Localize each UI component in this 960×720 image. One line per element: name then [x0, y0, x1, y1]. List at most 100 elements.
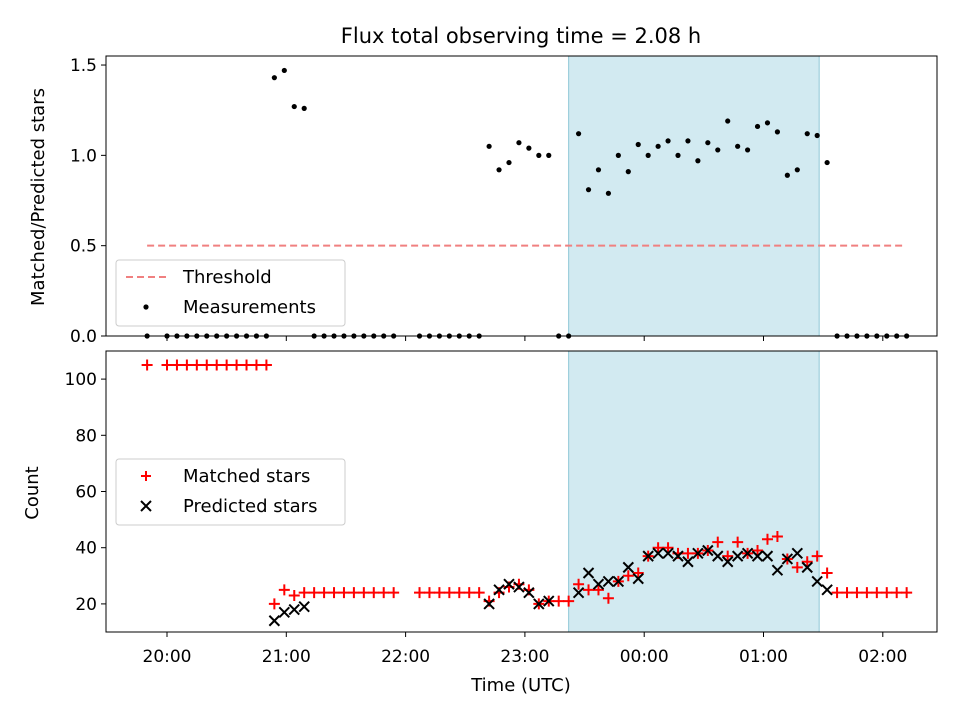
predicted-star-point	[632, 572, 644, 585]
measurement-point	[301, 105, 307, 111]
matched-star-point	[662, 542, 674, 554]
measurement-point	[735, 143, 741, 149]
predicted-star-point	[771, 564, 784, 576]
matched-star-point	[231, 359, 243, 371]
measurement-point	[625, 169, 631, 175]
matched-star-point	[328, 587, 340, 599]
matched-stars-legend-swatch	[141, 471, 151, 481]
matched-star-point	[201, 359, 213, 371]
matched-star-point	[682, 547, 694, 559]
predicted-star-point	[503, 578, 515, 590]
matched-star-point	[348, 587, 360, 599]
predicted-star-point	[741, 547, 754, 560]
predicted-star-point	[642, 550, 654, 562]
predicted-star-point	[602, 575, 615, 588]
matched-star-point	[473, 587, 485, 599]
matched-star-point	[563, 595, 575, 607]
observing-window-shade	[568, 350, 820, 633]
x-tick-label: 23:00	[500, 647, 549, 667]
measurement-point	[585, 187, 592, 193]
measurement-point	[675, 152, 681, 158]
measurement-point	[595, 167, 602, 173]
predicted-star-point	[672, 550, 684, 562]
matched-star-point	[791, 561, 803, 573]
y-tick-label: 0.0	[70, 327, 97, 347]
predicted-star-point	[622, 561, 635, 574]
y-tick-label: 40	[75, 539, 97, 559]
measurement-point	[615, 152, 621, 158]
predicted-star-point	[298, 601, 310, 613]
predicted-star-point	[513, 581, 525, 593]
measurement-point	[506, 159, 512, 166]
predicted-star-point	[702, 544, 714, 557]
measurement-point	[486, 143, 492, 149]
x-tick-label: 20:00	[143, 647, 192, 667]
matched-star-point	[761, 533, 773, 545]
matched-star-point	[632, 567, 644, 579]
bottom-panel: 20 40 60 80 100 20:00 21:00 22:00 23:00 00:00 01:…	[22, 350, 938, 696]
matched-star-point	[831, 587, 843, 599]
predicted-star-point	[751, 550, 764, 562]
predicted-star-point	[811, 575, 823, 588]
predicted-stars-legend-label: Predicted stars	[183, 496, 317, 517]
matched-star-point	[211, 359, 223, 371]
top-legend: Threshold Measurements	[115, 259, 346, 327]
matched-star-point	[841, 587, 853, 599]
predicted-star-point	[652, 547, 664, 560]
measurement-point	[635, 141, 641, 148]
matched-star-point	[338, 587, 350, 599]
matched-star-point	[811, 550, 823, 562]
matched-star-point	[622, 570, 634, 582]
measurements-legend-label: Measurements	[183, 297, 316, 318]
x-tick-label: 21:00	[262, 647, 311, 667]
bottom-y-ticks: 20 40 60 80 100	[65, 370, 106, 615]
measurement-point	[804, 131, 810, 137]
measurement-point	[665, 138, 671, 144]
threshold-legend-label: Threshold	[182, 267, 272, 288]
matched-star-point	[433, 587, 445, 599]
measurement-point	[655, 143, 661, 149]
predicted-star-point	[682, 556, 694, 568]
matched-star-point	[463, 587, 475, 599]
matched-star-point	[171, 359, 183, 371]
matched-star-point	[553, 595, 565, 607]
y-tick-label: 100	[65, 370, 97, 390]
x-tick-label: 22:00	[381, 647, 430, 667]
y-tick-label: 1.0	[70, 146, 97, 166]
measurement-point	[605, 190, 612, 196]
matched-star-point	[901, 587, 913, 599]
matched-star-point	[732, 536, 744, 548]
matched-star-point	[358, 587, 370, 599]
predicted-stars-points	[268, 544, 833, 627]
matched-star-point	[602, 592, 614, 604]
matched-star-point	[592, 584, 604, 596]
bottom-y-axis-label: Count	[22, 466, 43, 519]
matched-star-point	[573, 578, 585, 590]
matched-star-point	[278, 584, 290, 596]
measurement-point	[546, 152, 552, 158]
predicted-star-point	[761, 550, 774, 562]
measurement-point	[281, 67, 287, 74]
predicted-star-point	[612, 575, 625, 588]
bottom-legend: Matched stars Predicted stars	[115, 458, 346, 526]
matched-star-point	[221, 359, 233, 371]
predicted-star-point	[731, 550, 744, 562]
measurement-point	[291, 103, 297, 110]
matched-star-point	[298, 587, 310, 599]
measurement-point	[754, 123, 761, 130]
matched-stars-legend-label: Matched stars	[183, 466, 310, 487]
measurement-point	[725, 118, 731, 124]
chart-title: Flux total observing time = 2.08 h	[341, 24, 701, 48]
matched-star-point	[771, 530, 783, 542]
y-tick-label: 1.5	[70, 56, 97, 76]
matched-star-point	[801, 556, 813, 568]
matched-star-point	[181, 359, 193, 371]
matched-star-point	[308, 587, 320, 599]
measurement-point	[764, 120, 771, 126]
measurement-point	[526, 145, 532, 151]
predicted-star-point	[288, 603, 300, 616]
predicted-star-point	[781, 553, 794, 565]
measurements-legend-swatch	[143, 304, 149, 310]
x-tick-label: 00:00	[620, 647, 669, 667]
matched-star-point	[388, 587, 400, 599]
